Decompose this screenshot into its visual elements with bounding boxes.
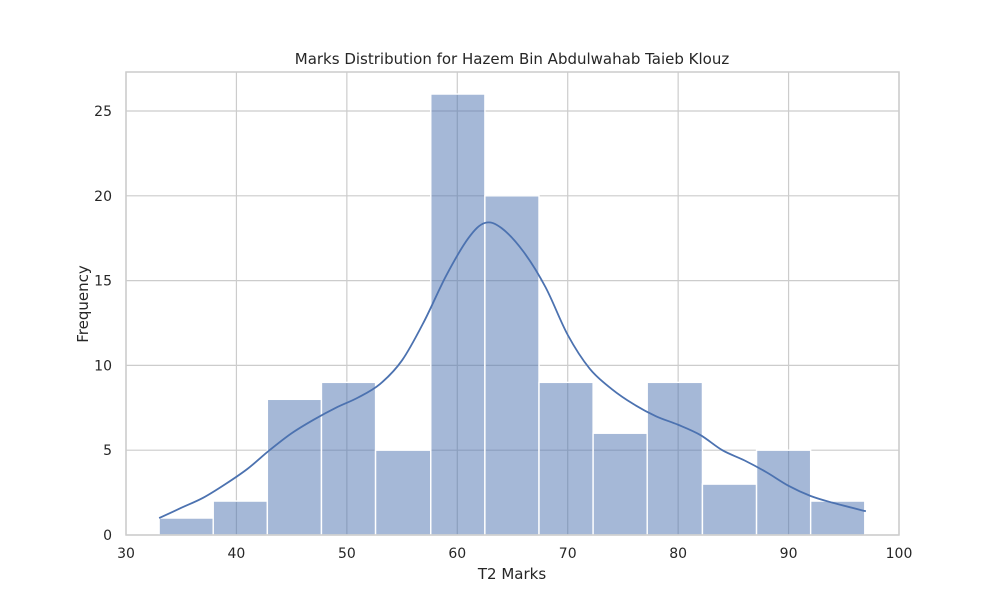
histogram-bar xyxy=(266,398,323,536)
x-tick-label: 80 xyxy=(669,546,687,562)
y-tick-label: 20 xyxy=(94,189,112,205)
x-tick-label: 90 xyxy=(780,546,798,562)
histogram-bar xyxy=(538,381,594,536)
histogram-bar xyxy=(212,500,269,536)
x-tick-label: 30 xyxy=(117,546,135,562)
tick-labels: 30 40 50 60 70 80 90 100 0 5 10 15 20 25 xyxy=(94,104,912,562)
x-tick-label: 40 xyxy=(228,546,246,562)
x-tick-label: 50 xyxy=(338,546,356,562)
y-axis-label: Frequency xyxy=(74,265,92,343)
histogram-bar xyxy=(701,483,758,536)
y-tick-label: 25 xyxy=(94,104,112,120)
histogram-bar xyxy=(809,500,866,536)
x-axis-label: T2 Marks xyxy=(477,565,546,583)
y-tick-label: 15 xyxy=(94,274,112,290)
y-tick-label: 10 xyxy=(94,358,112,374)
histogram-bar xyxy=(430,93,486,536)
x-tick-label: 70 xyxy=(559,546,577,562)
plot-frame xyxy=(125,71,900,536)
chart-title: Marks Distribution for Hazem Bin Abdulwa… xyxy=(295,50,730,68)
kde-curve xyxy=(158,221,867,519)
kde-line xyxy=(158,221,867,519)
histogram-bar xyxy=(320,381,377,536)
histogram-bar xyxy=(646,381,704,536)
histogram-bar xyxy=(158,517,214,536)
histogram-bars xyxy=(158,93,866,536)
x-tick-label: 100 xyxy=(886,546,913,562)
x-tick-label: 60 xyxy=(448,546,466,562)
histogram-bar xyxy=(484,195,540,536)
y-tick-label: 5 xyxy=(103,443,112,459)
histogram-bar xyxy=(592,432,648,536)
y-tick-label: 0 xyxy=(103,528,112,544)
histogram-bar xyxy=(374,449,432,536)
